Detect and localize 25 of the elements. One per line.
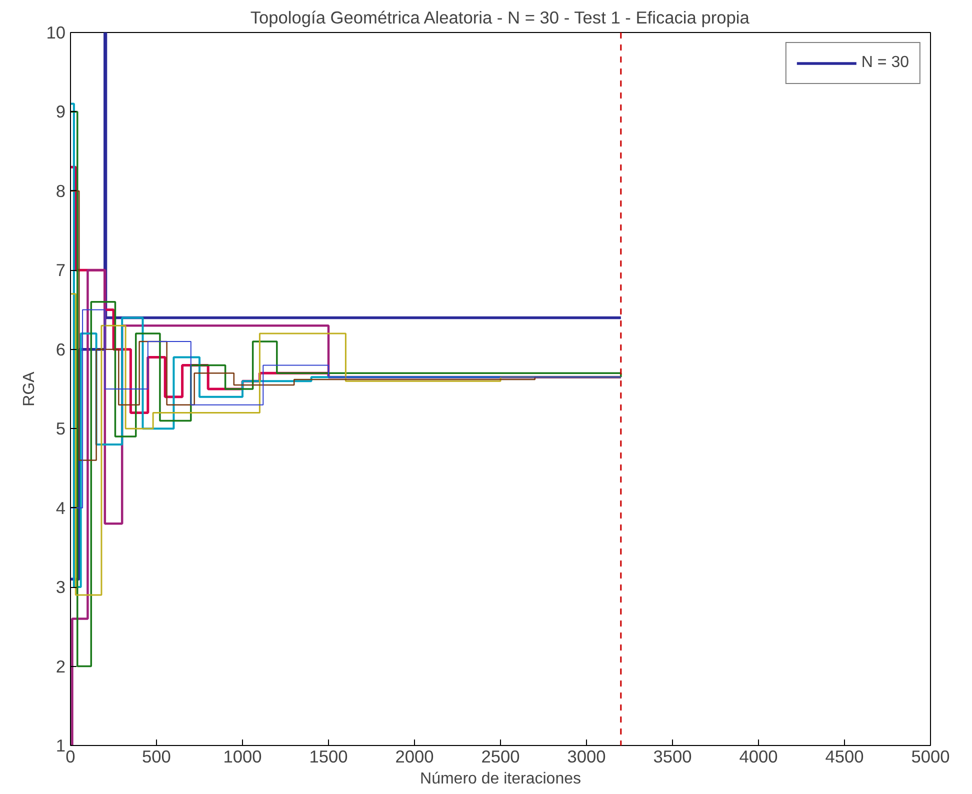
- chart-title: Topología Geométrica Aleatoria - N = 30 - Test 1 - Eficacia propia: [250, 8, 750, 28]
- x-axis-title: Número de iteraciones: [420, 770, 581, 788]
- y-tick-label: 1: [56, 736, 66, 756]
- x-tick-label: 500: [142, 746, 171, 766]
- x-tick-label: 4000: [739, 746, 778, 766]
- x-tick-label: 3000: [567, 746, 606, 766]
- legend-label: N = 30: [861, 54, 909, 72]
- x-tick-label: 1500: [309, 746, 348, 766]
- y-tick-label: 3: [56, 577, 66, 598]
- y-tick-label: 9: [56, 102, 66, 122]
- y-tick-label: 4: [56, 498, 66, 518]
- y-axis-title: RGA: [21, 371, 38, 406]
- x-tick-label: 2500: [481, 746, 520, 766]
- y-tick-label: 6: [56, 339, 66, 360]
- y-tick-label: 10: [46, 22, 66, 42]
- y-tick-label: 7: [56, 260, 66, 280]
- x-tick-label: 0: [66, 746, 76, 766]
- x-tick-label: 4500: [825, 746, 864, 766]
- y-tick-label: 2: [56, 656, 66, 676]
- x-tick-label: 2000: [395, 746, 434, 766]
- y-tick-label: 5: [56, 418, 66, 439]
- x-tick-label: 5000: [911, 746, 950, 766]
- x-tick-label: 3500: [653, 746, 692, 766]
- x-tick-label: 1000: [223, 746, 262, 766]
- y-tick-label: 8: [56, 180, 66, 201]
